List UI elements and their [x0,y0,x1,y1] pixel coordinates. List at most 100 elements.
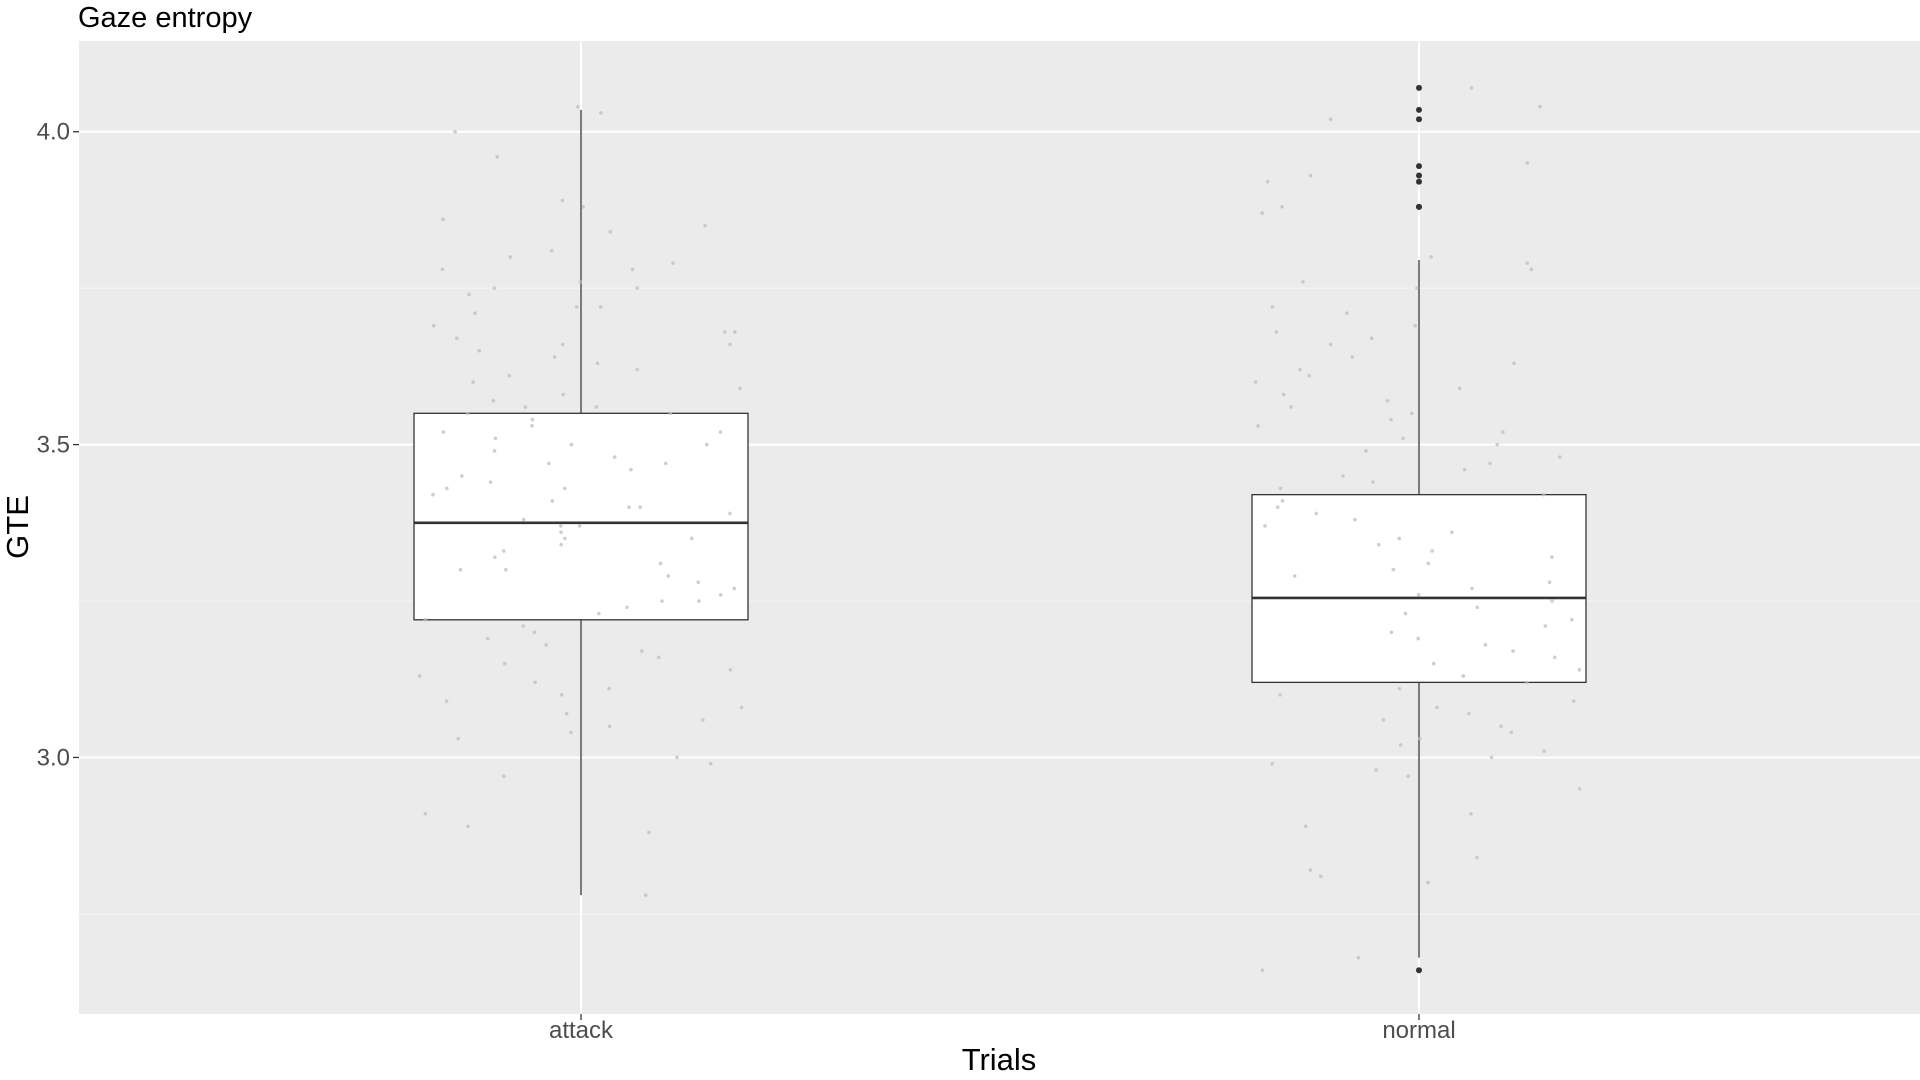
jitter-point [625,605,629,610]
jitter-point [547,461,551,466]
jitter-point [1303,824,1308,829]
jitter-point [1353,517,1357,522]
outlier-point [1416,967,1422,974]
jitter-point [696,580,701,585]
jitter-point [1345,311,1349,315]
jitter-point [477,348,482,353]
jitter-point [640,649,644,653]
jitter-point [1385,398,1390,403]
jitter-point [728,668,733,672]
jitter-point [577,524,582,528]
jitter-point [569,442,574,447]
jitter-point [595,361,600,366]
jitter-point [1415,286,1419,290]
jitter-point [1263,524,1267,528]
jitter-point [1398,743,1403,747]
jitter-point [1525,261,1530,265]
jitter-point [1260,968,1265,972]
jitter-point [1558,455,1562,459]
jitter-point [732,586,737,591]
chart-title: Gaze entropy [78,2,253,34]
jitter-point [1364,449,1368,453]
jitter-point [1501,430,1505,434]
jitter-point [1488,461,1492,466]
jitter-point [1509,730,1514,735]
jitter-point [550,499,555,503]
jitter-point [1328,117,1333,122]
jitter-point [1410,411,1414,416]
jitter-point [627,505,631,509]
jitter-point [1280,499,1285,503]
jitter-point [532,630,537,635]
jitter-point [1292,574,1297,578]
jitter-point [1457,386,1462,391]
jitter-point [502,661,507,666]
jitter-point [646,830,651,835]
axes: 3.0 3.5 4.0 attack normal [37,119,1456,1044]
jitter-point [423,811,428,816]
jitter-point [1571,699,1576,703]
jitter-point [1397,686,1402,691]
jitter-point [1350,355,1355,359]
jitter-point [1319,874,1323,879]
jitter-point [530,424,534,428]
jitter-point [1256,424,1260,428]
jitter-point [508,255,513,259]
jitter-point [1483,643,1488,647]
jitter-point [521,624,526,628]
jitter-point [466,824,470,829]
jitter-point [458,567,463,572]
jitter-point [441,430,446,434]
jitter-point [1525,680,1529,685]
jitter-point [563,536,567,541]
jitter-point [666,574,671,578]
jitter-point [523,405,528,409]
jitter-point [1308,868,1313,872]
jitter-point [1403,611,1408,616]
jitter-point [493,436,498,441]
jitter-point [1369,336,1374,341]
jitter-point [643,893,648,897]
jitter-point [1253,380,1258,384]
outlier-point [1416,178,1422,185]
jitter-point [569,730,573,735]
jitter-point [663,461,668,466]
jitter-point [1570,617,1574,622]
jitter-point [576,104,580,109]
jitter-point [597,611,601,616]
jitter-point [501,549,506,553]
jitter-point [1308,173,1313,178]
jitter-point [488,480,493,484]
jitter-point [1469,811,1473,816]
jitter-point [559,530,563,534]
jitter-point [1274,330,1279,334]
jitter-point [1550,555,1554,560]
jitter-point [493,555,497,560]
jitter-point [1401,436,1405,441]
jitter-point [728,511,732,516]
jitter-point [1461,674,1466,678]
jitter-point [552,355,557,359]
jitter-point [1417,736,1422,741]
jitter-point [1416,592,1421,597]
jitter-point [1371,480,1375,484]
jitter-point [1260,211,1265,215]
jitter-point [598,305,603,309]
jitter-point [1426,880,1430,885]
jitter-point [1314,511,1319,516]
outlier-point [1416,106,1422,113]
jitter-point [444,699,449,703]
jitter-point [1475,855,1479,860]
outlier-point [1416,116,1422,123]
jitter-point [1281,392,1286,397]
jitter-point [495,154,499,159]
jitter-point [1542,749,1546,753]
outlier-points [1416,84,1422,974]
jitter-point [492,286,497,290]
jitter-point [502,774,506,779]
jitter-point [558,524,563,528]
jitter-point [607,724,612,728]
outlier-point [1416,203,1422,210]
jitter-point [453,129,457,134]
jitter-point [718,430,723,434]
